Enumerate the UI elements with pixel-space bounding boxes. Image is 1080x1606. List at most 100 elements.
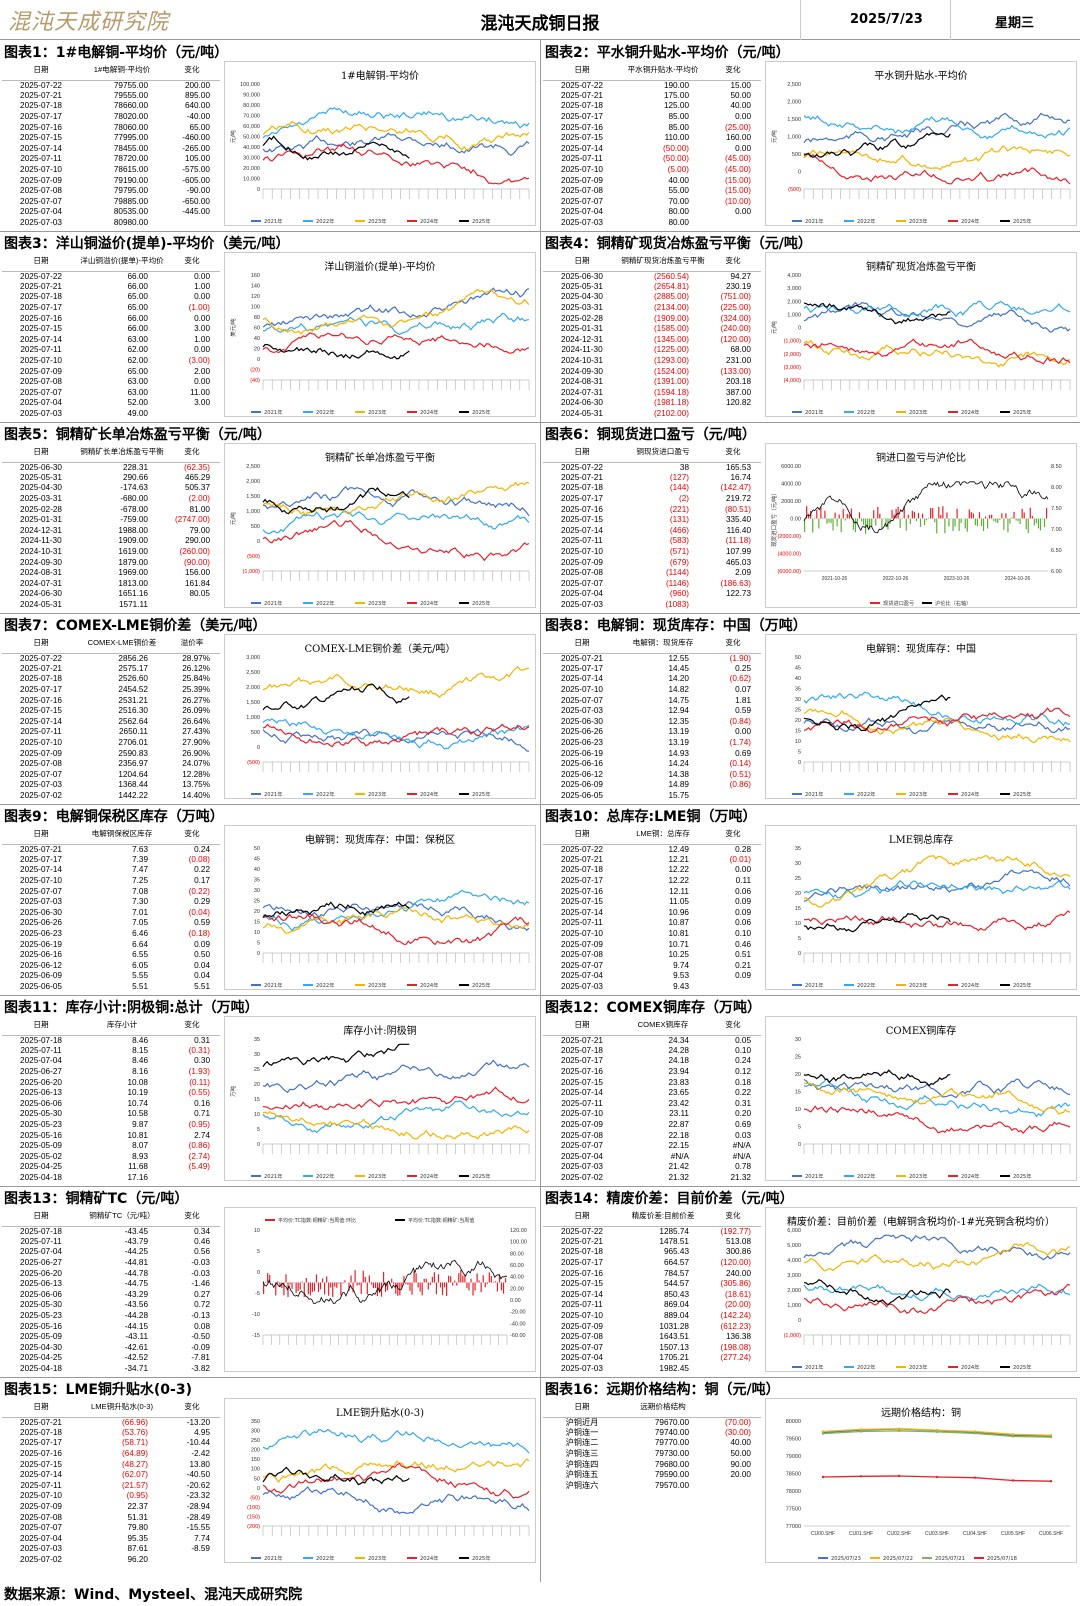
- row-change: -0.50: [191, 1332, 210, 1342]
- row-value: 7.01: [132, 907, 148, 917]
- row-value: 38: [679, 462, 689, 472]
- chart-svg: 6,0005,0004,0003,0002,0001,0000(1,000)20…: [784, 1228, 1071, 1371]
- y-tick-label: 15: [795, 1090, 801, 1096]
- row-value: 24.28: [668, 1045, 690, 1055]
- row-date: 2025-07-03: [561, 218, 603, 228]
- row-value: 21.32: [668, 1173, 690, 1183]
- row-change: 0.11: [735, 876, 751, 886]
- row-change: 21.32: [730, 1173, 752, 1183]
- row-change: 81.00: [189, 504, 211, 514]
- table-row: 2025-05-23 9.87 (0.95): [2, 1120, 220, 1131]
- y-tick-label: 10,000: [243, 177, 260, 183]
- chart-title: 铜进口盈亏与沪伦比: [876, 453, 966, 464]
- bar: [391, 1278, 393, 1283]
- row-value: 1285.74: [659, 1226, 689, 1236]
- row-value: 9.43: [673, 982, 689, 992]
- data-point: [973, 1476, 977, 1479]
- table-row: 2025-07-10 889.04 (142.24): [543, 1311, 761, 1322]
- row-date: 2025-07-16: [20, 122, 62, 132]
- row-date: 2025-07-08: [20, 377, 62, 387]
- bar: [352, 1282, 354, 1293]
- row-change: [164, 1555, 220, 1566]
- y-tick-label: (500): [247, 554, 260, 560]
- table-row: 2025-05-09 8.07 (0.86): [2, 1141, 220, 1152]
- legend-entry: 2022年: [857, 217, 875, 225]
- y-tick-label: 35: [795, 687, 801, 693]
- table-row: 2025-03-31 -680.00 (2.00): [2, 494, 220, 505]
- table-row: 2025-07-14 7.47 0.22: [2, 865, 220, 876]
- chart: 1#电解铜-平均价 100,000 90,000 80,000 70,000 60,000…: [224, 61, 536, 226]
- bar: [940, 515, 942, 519]
- y-tick-label: 1,000: [787, 312, 801, 318]
- y-tick-label: 0: [257, 357, 260, 363]
- table-row: 2025-07-15 23.83 0.18: [543, 1077, 761, 1088]
- series-line: [803, 717, 1071, 735]
- table-row: 2025-07-03 9.43: [543, 982, 761, 993]
- table-row: 2025-07-14 78455.00 -265.00: [2, 144, 220, 155]
- row-date: 2025-07-10: [561, 1109, 603, 1119]
- bar: [968, 509, 970, 519]
- row-date: 2025-04-18: [20, 1173, 62, 1183]
- table-row: 2025-07-17 12.22 0.11: [543, 876, 761, 887]
- bar: [974, 518, 976, 526]
- legend-entry: 2025/07/23: [831, 1556, 861, 1562]
- series-line: [262, 332, 530, 354]
- column-header: 日期: [2, 252, 80, 272]
- series-line: [262, 1259, 508, 1305]
- table-row: 2025-07-11 (50.00) (45.00): [543, 154, 761, 165]
- bar: [265, 1281, 267, 1283]
- row-date: 2025-07-17: [561, 663, 603, 673]
- table-row: 2025-06-26 7.05 0.59: [2, 918, 220, 929]
- row-date: 2025-07-18: [20, 674, 62, 684]
- column-header: LME铜升贴水(0-3): [80, 1398, 164, 1418]
- row-value: 62.00: [127, 356, 149, 366]
- bar: [289, 1282, 291, 1285]
- row-change: 0.18: [735, 1077, 751, 1087]
- table-row: 2025-05-30 10.58 0.71: [2, 1109, 220, 1120]
- bar: [498, 1274, 501, 1283]
- row-value: 23.11: [669, 1109, 689, 1119]
- legend-entry: 2025年: [1013, 217, 1031, 225]
- row-value: (0.95): [126, 1491, 148, 1501]
- row-change: 0.20: [735, 1109, 751, 1119]
- series-line: [803, 115, 1071, 140]
- y-axis-label: 元/吨: [770, 130, 778, 143]
- bar: [281, 1282, 283, 1289]
- row-value: -43.79: [124, 1236, 148, 1246]
- y-tick-label: 250: [251, 1438, 260, 1444]
- bar: [421, 1282, 423, 1296]
- bar: [836, 518, 838, 527]
- row-date: 2025-07-14: [561, 907, 603, 917]
- table-row: 2025-07-21 66.00 1.00: [2, 282, 220, 293]
- row-date: 2025-07-21: [561, 1035, 603, 1045]
- table-row: 2025-07-18 78660.00 640.00: [2, 101, 220, 112]
- table-row: 2025-07-11 869.04 (20.00): [543, 1300, 761, 1311]
- row-change: 0.12: [735, 1067, 751, 1077]
- legend-entry: 2023年: [368, 1172, 386, 1180]
- row-value: 78615.00: [113, 165, 148, 175]
- row-change: 161.84: [184, 578, 210, 588]
- data-table: 日期 铜现货进口盈亏 变化 2025-07-22 38 165.53 2025-07-21(…: [543, 443, 761, 610]
- row-date: 2025-07-18: [561, 865, 603, 875]
- y-tick-label: 50: [795, 655, 801, 661]
- row-date: 2025-07-15: [20, 324, 62, 334]
- bar: [946, 512, 948, 519]
- table-row: 2025-06-26 13.19 0.00: [543, 727, 761, 738]
- table-row: 2025-07-18 2526.60 25.84%: [2, 674, 220, 685]
- bar: [850, 508, 852, 519]
- row-date: 2025-07-15: [561, 897, 603, 907]
- y-tick-label: 0: [798, 170, 801, 176]
- table-row: 2025-06-12 14.38 (0.51): [543, 770, 761, 781]
- y-tick-label: 78500: [786, 1472, 801, 1478]
- row-change: 68.00: [730, 345, 752, 355]
- row-value: 10.81: [668, 929, 690, 939]
- row-change: 0.30: [194, 1056, 210, 1066]
- row-value: 63.00: [127, 387, 149, 397]
- legend-entry: 2022年: [857, 1172, 875, 1180]
- row-value: 5.51: [132, 982, 148, 992]
- data-point: [859, 1430, 863, 1433]
- table-row: 2025-07-10 14.82 0.07: [543, 685, 761, 696]
- table-row: 2025-06-13 10.19 (0.55): [2, 1088, 220, 1099]
- row-change: -90.00: [186, 186, 210, 196]
- bar: [814, 517, 816, 519]
